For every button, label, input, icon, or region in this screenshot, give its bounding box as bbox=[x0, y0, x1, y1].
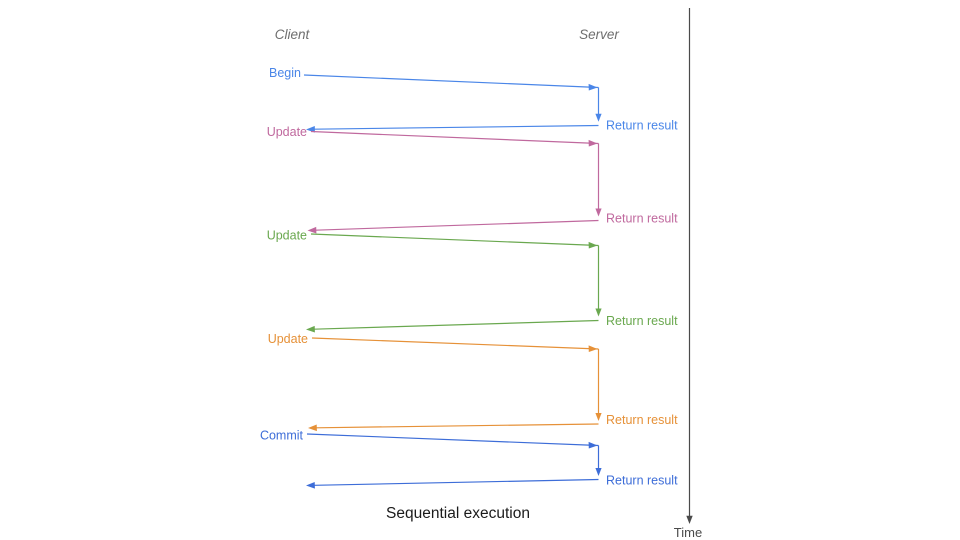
return-arrowhead bbox=[306, 126, 315, 133]
request-arrow bbox=[306, 433, 599, 447]
return-result-label: Return result bbox=[606, 413, 678, 427]
time-axis: Time bbox=[674, 8, 702, 540]
return-arrow bbox=[313, 319, 599, 330]
return-arrow bbox=[315, 423, 599, 429]
request-arrowhead bbox=[588, 241, 598, 249]
message-begin: Begin Return result bbox=[269, 66, 678, 133]
message-update-1: Update Return result bbox=[267, 125, 678, 234]
request-arrowhead bbox=[588, 345, 598, 352]
return-arrowhead bbox=[307, 226, 317, 234]
return-result-label: Return result bbox=[606, 212, 678, 226]
return-arrow bbox=[313, 478, 599, 486]
return-result-label: Return result bbox=[606, 314, 678, 328]
request-label: Update bbox=[268, 332, 308, 346]
request-arrow bbox=[310, 233, 599, 247]
return-result-label: Return result bbox=[606, 119, 678, 133]
server-processing-arrowhead bbox=[595, 308, 602, 317]
request-label: Update bbox=[267, 229, 307, 243]
request-arrow bbox=[303, 74, 599, 89]
time-axis-arrowhead bbox=[686, 515, 693, 524]
request-label: Begin bbox=[269, 66, 301, 80]
server-processing-arrowhead bbox=[595, 468, 602, 476]
diagram-title: Sequential execution bbox=[386, 505, 530, 522]
request-arrowhead bbox=[588, 83, 598, 91]
time-axis-label: Time bbox=[674, 525, 702, 540]
message-update-2: Update Return result bbox=[267, 229, 678, 333]
return-arrowhead bbox=[306, 482, 315, 489]
request-arrow bbox=[310, 130, 599, 145]
return-result-label: Return result bbox=[606, 474, 678, 488]
request-arrowhead bbox=[588, 441, 598, 449]
request-label: Commit bbox=[260, 429, 304, 443]
return-arrowhead bbox=[306, 325, 315, 333]
request-label: Update bbox=[267, 125, 307, 139]
server-processing-arrowhead bbox=[595, 113, 602, 122]
message-update-3: Update Return result bbox=[268, 332, 678, 432]
return-arrow bbox=[313, 124, 599, 130]
server-processing-arrowhead bbox=[595, 413, 602, 421]
client-lane-header: Client bbox=[275, 27, 311, 42]
server-lane-header: Server bbox=[579, 27, 619, 42]
server-processing-arrowhead bbox=[595, 208, 602, 217]
return-arrow bbox=[315, 219, 599, 231]
request-arrow bbox=[311, 337, 599, 350]
request-arrowhead bbox=[588, 139, 598, 147]
return-arrowhead bbox=[308, 424, 317, 432]
message-commit: Commit Return result bbox=[260, 429, 678, 489]
